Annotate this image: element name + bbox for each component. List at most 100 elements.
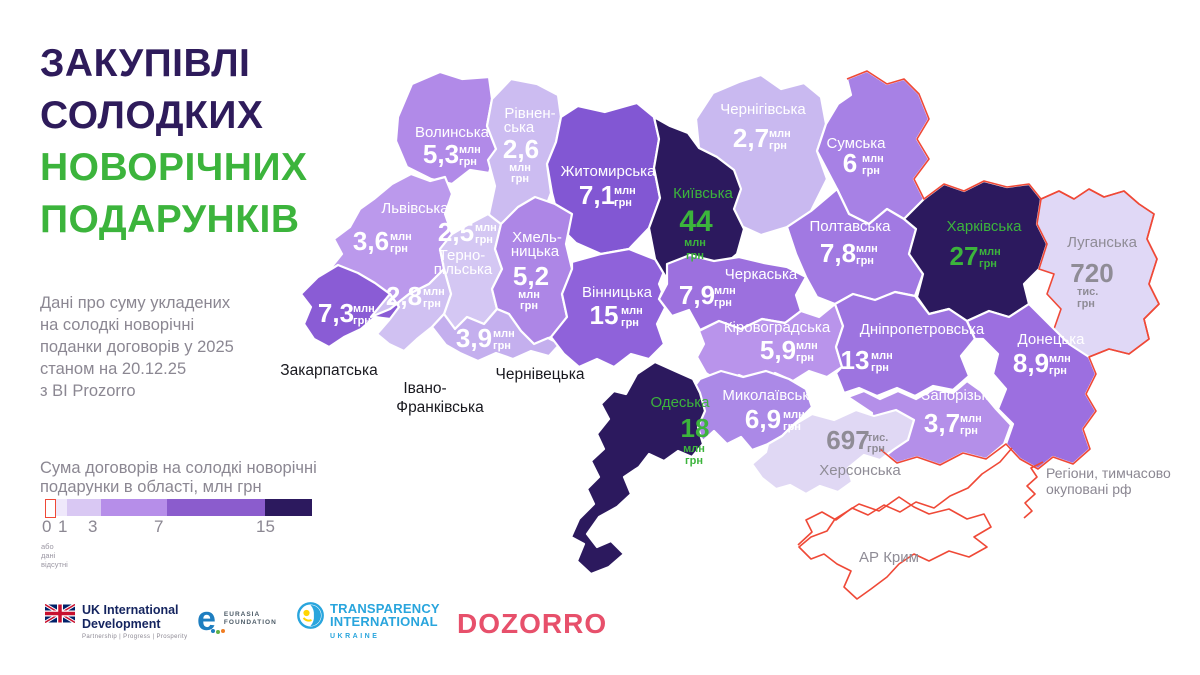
outside-region-label-ivano: Івано- xyxy=(403,380,446,397)
region-vinnytsia xyxy=(549,247,669,369)
legend-color-scale xyxy=(45,499,312,518)
region-value-lviv: 3,6 xyxy=(353,226,389,256)
subtitle-line: на солодкі новорічні xyxy=(40,316,195,334)
region-value-unit-kherson: грн xyxy=(867,443,885,455)
outside-region-label-ivano: Франківська xyxy=(396,399,484,416)
region-label-cherkasy: Черкаська xyxy=(725,266,798,283)
subtitle-text: Дані про суму укладених на солодкі новор… xyxy=(40,292,234,402)
ti-logo-ukraine: UKRAINE xyxy=(330,633,380,640)
region-value-luhansk: 720 xyxy=(1070,258,1113,288)
region-value-unit-cherkasy: млн xyxy=(714,285,736,297)
region-label-donetsk: Донецька xyxy=(1018,331,1086,348)
region-value-kirovohrad: 5,9 xyxy=(760,335,796,365)
region-value-unit-zaporizhzhia: грн xyxy=(960,425,978,437)
region-value-unit-lviv: грн xyxy=(390,243,408,255)
region-value-unit-kharkiv: грн xyxy=(979,258,997,270)
region-label-vinnytsia: Вінницька xyxy=(582,284,653,301)
region-value-rivne: 2,6 xyxy=(503,134,539,164)
region-label-mykolaiv: Миколаївська xyxy=(722,387,818,404)
region-value-unit-donetsk: грн xyxy=(1049,365,1067,377)
region-label-zaporizhzhia: Запорізька xyxy=(921,387,997,404)
region-value-chernivtsi: 3,9 xyxy=(456,323,492,353)
eurasia-logo-line-1: EURASIA xyxy=(223,610,261,618)
region-dnipro xyxy=(833,290,977,398)
region-value-unit-chernihiv: млн xyxy=(769,128,791,140)
region-value-unit-chernivtsi: грн xyxy=(493,340,511,352)
region-chernivtsi xyxy=(430,307,562,363)
region-value-unit-chernihiv: грн xyxy=(769,140,787,152)
region-value-unit-sumy: грн xyxy=(862,165,880,177)
legend-segment-0 xyxy=(45,499,56,518)
legend-segment-1 xyxy=(56,499,67,516)
region-value-unit-odesa: млн xyxy=(683,443,705,455)
region-value-unit-lviv: млн xyxy=(390,231,412,243)
region-value-dnipro: 13 xyxy=(841,345,870,375)
legend-segment-4 xyxy=(167,499,265,516)
region-value-unit-volyn: грн xyxy=(459,156,477,168)
region-value-unit-donetsk: млн xyxy=(1049,353,1071,365)
region-label-khmelnytskyi: ницька xyxy=(511,243,560,260)
transparency-international-logo: TRANSPARENCY INTERNATIONAL UKRAINE xyxy=(297,602,440,643)
region-value-unit-poltava: млн xyxy=(856,243,878,255)
region-value-unit-vinnytsia: млн xyxy=(621,305,643,317)
region-value-unit-khmelnytskyi: млн xyxy=(518,289,540,301)
uk-logo-line-1: UK International xyxy=(82,603,179,617)
region-value-unit-kirovohrad: грн xyxy=(796,352,814,364)
region-label-kherson: Херсонська xyxy=(819,462,901,479)
subtitle-line: поданки договорів у 2025 xyxy=(40,338,234,356)
dozorro-logo: DOZORRO xyxy=(457,608,607,640)
page-title: ЗАКУПІВЛІ СОЛОДКИХ НОВОРІЧНИХ ПОДАРУНКІВ xyxy=(40,38,308,246)
region-value-unit-luhansk: грн xyxy=(1077,298,1095,310)
legend-tick-15: 15 xyxy=(256,517,275,536)
region-crimea xyxy=(798,496,992,600)
region-label-luhansk: Луганська xyxy=(1067,234,1137,251)
occupied-regions-note: Регіони, тимчасово окуповані рф xyxy=(1046,465,1171,497)
region-value-donetsk: 8,9 xyxy=(1013,348,1049,378)
region-value-unit-odesa: грн xyxy=(685,455,703,467)
legend-tick-7: 7 xyxy=(154,517,164,536)
region-value-ivano: 2,8 xyxy=(386,281,422,311)
region-label-kirovohrad: Кіровоградська xyxy=(724,319,831,336)
uk-international-development-logo: UK International Development Partnership… xyxy=(45,603,188,640)
ti-globe-icon xyxy=(297,602,324,629)
region-value-vinnytsia: 15 xyxy=(590,300,619,330)
region-value-unit-ternopil: грн xyxy=(475,234,493,246)
region-value-zakarpattia: 7,3 xyxy=(318,298,354,328)
region-value-unit-cherkasy: грн xyxy=(714,297,732,309)
region-value-zaporizhzhia: 3,7 xyxy=(924,408,960,438)
region-value-unit-poltava: грн xyxy=(856,255,874,267)
legend-tick-0: 0 xyxy=(42,517,52,536)
region-value-unit-vinnytsia: грн xyxy=(621,317,639,329)
region-value-unit-sumy: млн xyxy=(862,153,884,165)
region-value-poltava: 7,8 xyxy=(820,238,856,268)
subtitle-line: станом на 20.12.25 xyxy=(40,360,187,378)
uk-flag-icon xyxy=(45,604,75,623)
title-line-1: ЗАКУПІВЛІ xyxy=(40,42,251,85)
region-kherson xyxy=(750,408,916,496)
region-value-unit-zhytomyr: грн xyxy=(614,197,632,209)
occupied-legend-squiggle-icon xyxy=(1023,461,1044,519)
region-value-kharkiv: 27 xyxy=(950,241,979,271)
region-ivano xyxy=(369,267,453,353)
title-line-4: ПОДАРУНКІВ xyxy=(40,198,300,241)
region-label-lviv: Львівська xyxy=(381,200,449,217)
region-value-sumy: 6 xyxy=(843,148,857,178)
region-value-unit-ivano: млн xyxy=(423,286,445,298)
region-value-chernihiv: 2,7 xyxy=(733,123,769,153)
region-value-unit-kirovohrad: млн xyxy=(796,340,818,352)
region-value-unit-kharkiv: млн xyxy=(979,246,1001,258)
region-value-unit-dnipro: млн xyxy=(871,350,893,362)
legend-segment-3 xyxy=(101,499,167,516)
region-label-zhytomyr: Житомирська xyxy=(561,163,657,180)
region-value-unit-dnipro: грн xyxy=(871,362,889,374)
region-value-unit-rivne: грн xyxy=(511,173,529,185)
region-label-crimea: АР Крим xyxy=(859,549,919,566)
region-label-kharkiv: Харківська xyxy=(947,218,1023,235)
region-label-kyiv: Київська xyxy=(673,185,733,202)
region-label-sumy: Сумська xyxy=(826,135,886,152)
region-value-unit-khmelnytskyi: грн xyxy=(520,300,538,312)
legend-segment-2 xyxy=(67,499,101,516)
region-value-unit-zhytomyr: млн xyxy=(614,185,636,197)
